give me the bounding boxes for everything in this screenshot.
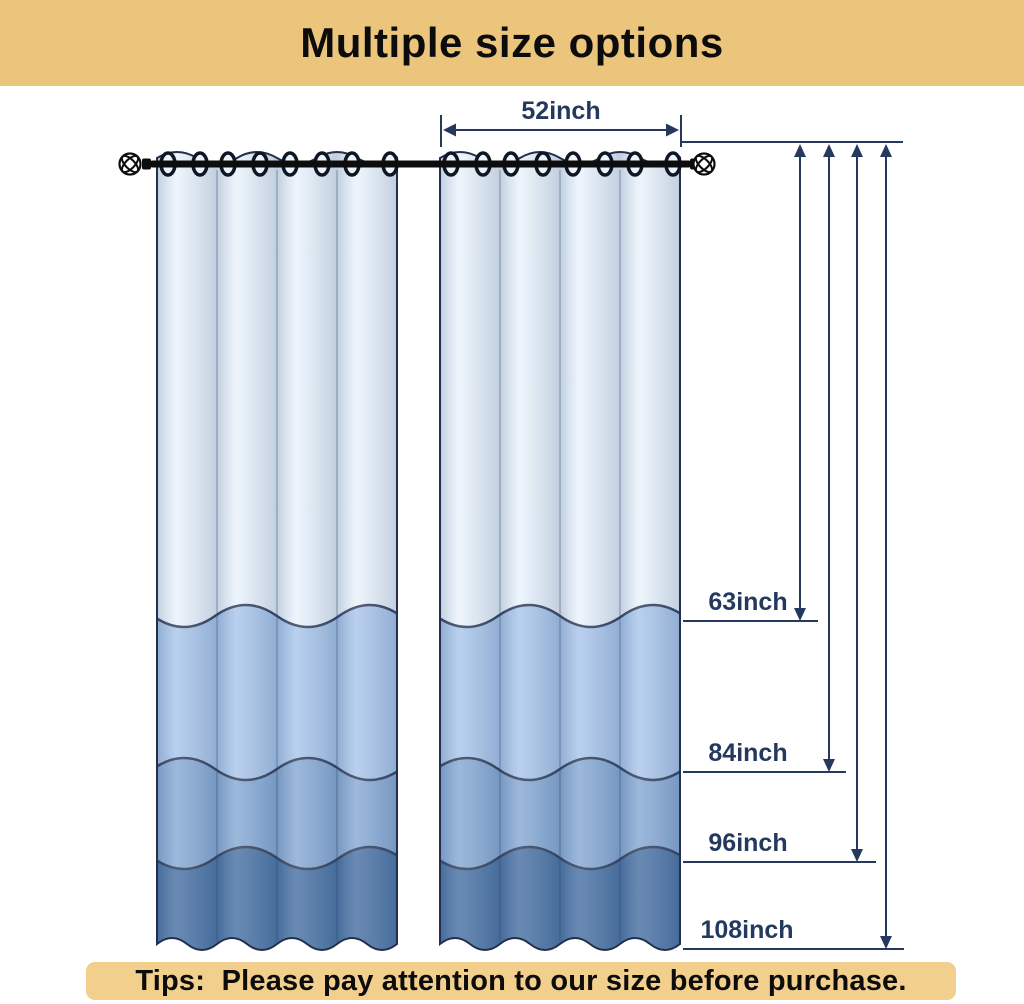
height-dimension-label-96: 96inch [708, 829, 788, 857]
width-dimension-arrow [440, 115, 682, 147]
tip-text: Tips: Please pay attention to our size b… [135, 964, 907, 997]
height-dimension-arrow-108 [683, 144, 904, 950]
height-dimension-label-63: 63inch [708, 588, 788, 616]
page-title: Multiple size options [300, 19, 724, 66]
height-dimension-arrow-96 [683, 144, 876, 863]
height-dimension-label-108: 108inch [700, 916, 794, 944]
curtain-panel-right [436, 140, 684, 975]
height-dimension-arrow-63 [683, 144, 818, 622]
height-dimension-label-84: 84inch [708, 739, 788, 767]
finial-left [118, 152, 142, 176]
tip-bar: Tips: Please pay attention to our size b… [86, 962, 956, 1000]
finial-right [692, 152, 716, 176]
height-dimension-arrow-84 [683, 144, 846, 773]
width-dimension-label: 52inch [521, 97, 601, 125]
curtain-panel-left [153, 140, 401, 975]
header-banner: Multiple size options [0, 0, 1024, 86]
